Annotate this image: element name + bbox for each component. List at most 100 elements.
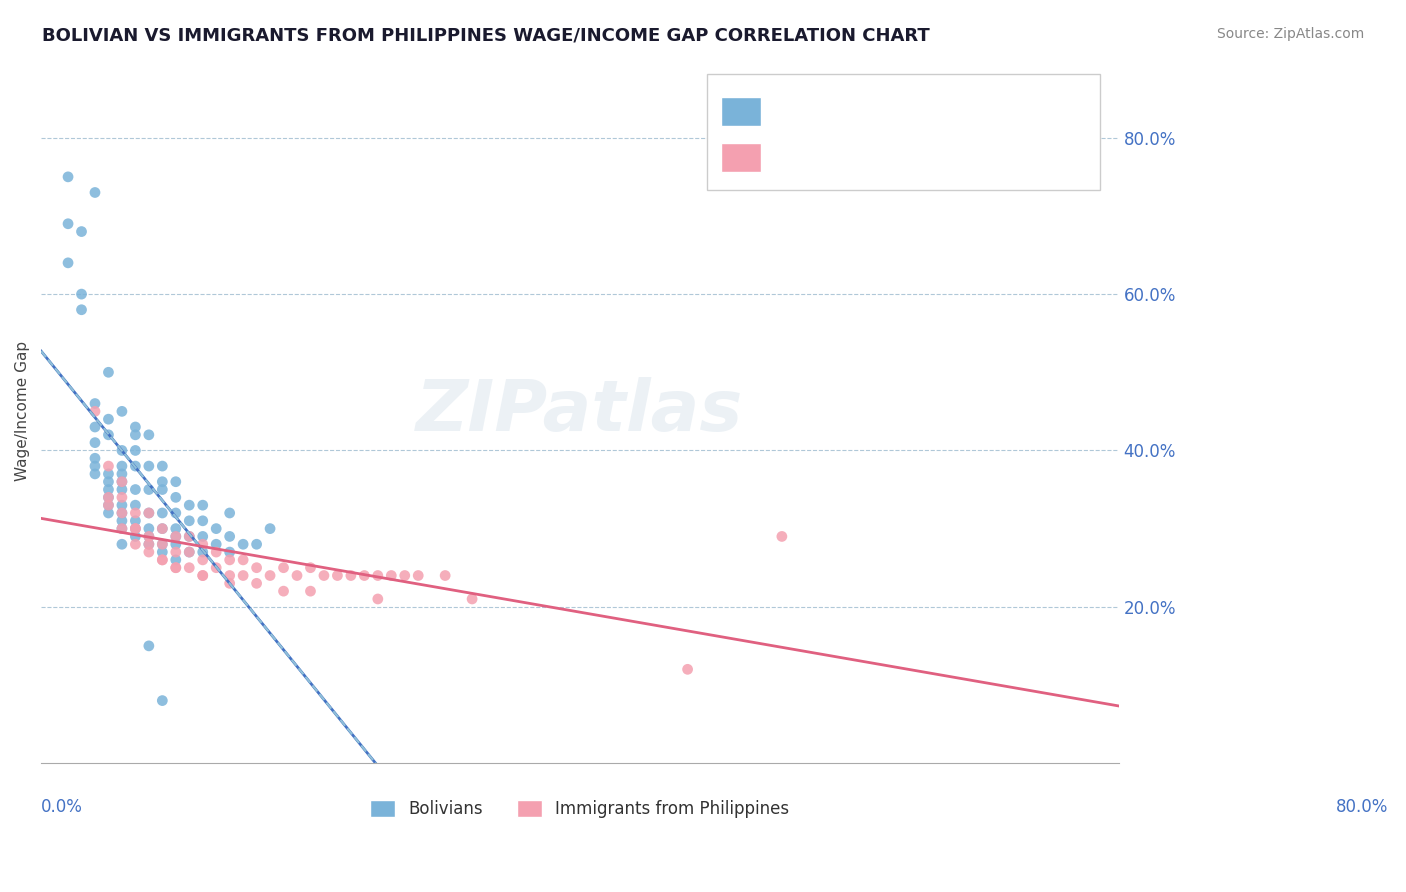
Point bbox=[367, 568, 389, 582]
Point bbox=[97, 459, 120, 474]
Point bbox=[138, 537, 160, 551]
Point bbox=[124, 522, 146, 536]
Point bbox=[56, 256, 79, 270]
Point bbox=[97, 506, 120, 520]
Point bbox=[394, 568, 416, 582]
Point bbox=[150, 537, 173, 551]
Point bbox=[124, 529, 146, 543]
Legend: Bolivians, Immigrants from Philippines: Bolivians, Immigrants from Philippines bbox=[364, 794, 796, 825]
Point bbox=[138, 537, 160, 551]
Point bbox=[150, 522, 173, 536]
Text: BOLIVIAN VS IMMIGRANTS FROM PHILIPPINES WAGE/INCOME GAP CORRELATION CHART: BOLIVIAN VS IMMIGRANTS FROM PHILIPPINES … bbox=[42, 27, 929, 45]
Point bbox=[97, 483, 120, 497]
Point bbox=[150, 483, 173, 497]
Point bbox=[179, 498, 201, 512]
Point bbox=[111, 443, 134, 458]
Point bbox=[97, 498, 120, 512]
Point bbox=[97, 412, 120, 426]
Point bbox=[165, 560, 187, 574]
Point bbox=[84, 420, 107, 434]
Point bbox=[138, 459, 160, 474]
Point bbox=[246, 576, 269, 591]
Point bbox=[179, 545, 201, 559]
Point bbox=[205, 537, 228, 551]
Point bbox=[191, 498, 214, 512]
Point bbox=[191, 545, 214, 559]
Point bbox=[111, 522, 134, 536]
Point bbox=[111, 475, 134, 489]
Point bbox=[138, 506, 160, 520]
Point bbox=[111, 506, 134, 520]
Point bbox=[406, 568, 429, 582]
Point bbox=[70, 225, 93, 239]
Point bbox=[165, 529, 187, 543]
Point bbox=[124, 498, 146, 512]
Point bbox=[165, 506, 187, 520]
Point bbox=[97, 491, 120, 505]
Point bbox=[124, 483, 146, 497]
Point bbox=[97, 491, 120, 505]
Point bbox=[770, 529, 793, 543]
Point bbox=[367, 591, 389, 606]
Point bbox=[179, 545, 201, 559]
Point bbox=[138, 639, 160, 653]
Point bbox=[191, 553, 214, 567]
Point bbox=[179, 529, 201, 543]
Text: R = 0.057   N = 59: R = 0.057 N = 59 bbox=[770, 144, 941, 161]
Point bbox=[84, 396, 107, 410]
Point bbox=[259, 568, 281, 582]
Point bbox=[218, 568, 240, 582]
Point bbox=[111, 467, 134, 481]
Point bbox=[218, 545, 240, 559]
Text: 0.0%: 0.0% bbox=[41, 798, 83, 816]
Text: 80.0%: 80.0% bbox=[1336, 798, 1388, 816]
Point bbox=[84, 451, 107, 466]
Point bbox=[124, 427, 146, 442]
Point bbox=[218, 553, 240, 567]
Point bbox=[179, 529, 201, 543]
Point bbox=[70, 302, 93, 317]
Point bbox=[97, 498, 120, 512]
Point bbox=[138, 529, 160, 543]
Point bbox=[124, 514, 146, 528]
Point bbox=[97, 365, 120, 379]
Point bbox=[353, 568, 375, 582]
Text: R = 0.089   N = 81: R = 0.089 N = 81 bbox=[770, 98, 941, 116]
Point bbox=[111, 491, 134, 505]
Point bbox=[434, 568, 457, 582]
Point bbox=[273, 560, 295, 574]
Point bbox=[150, 553, 173, 567]
Point bbox=[84, 435, 107, 450]
Point bbox=[56, 217, 79, 231]
FancyBboxPatch shape bbox=[721, 97, 761, 127]
Point bbox=[138, 506, 160, 520]
Point bbox=[150, 459, 173, 474]
Point bbox=[205, 560, 228, 574]
Point bbox=[312, 568, 335, 582]
Point bbox=[84, 459, 107, 474]
Point bbox=[232, 553, 254, 567]
Point bbox=[299, 584, 322, 599]
Point bbox=[97, 475, 120, 489]
Point bbox=[138, 522, 160, 536]
Point bbox=[191, 568, 214, 582]
Point bbox=[124, 443, 146, 458]
Point bbox=[84, 404, 107, 418]
Point bbox=[165, 560, 187, 574]
Point bbox=[285, 568, 308, 582]
Point bbox=[191, 514, 214, 528]
Point bbox=[97, 427, 120, 442]
Point bbox=[179, 560, 201, 574]
Point bbox=[111, 483, 134, 497]
Point bbox=[56, 169, 79, 184]
Point bbox=[218, 506, 240, 520]
Point bbox=[138, 545, 160, 559]
Point bbox=[111, 514, 134, 528]
Point bbox=[179, 514, 201, 528]
FancyBboxPatch shape bbox=[721, 143, 761, 172]
Point bbox=[124, 537, 146, 551]
Point bbox=[191, 537, 214, 551]
Y-axis label: Wage/Income Gap: Wage/Income Gap bbox=[15, 342, 30, 482]
Point bbox=[138, 529, 160, 543]
Point bbox=[246, 537, 269, 551]
